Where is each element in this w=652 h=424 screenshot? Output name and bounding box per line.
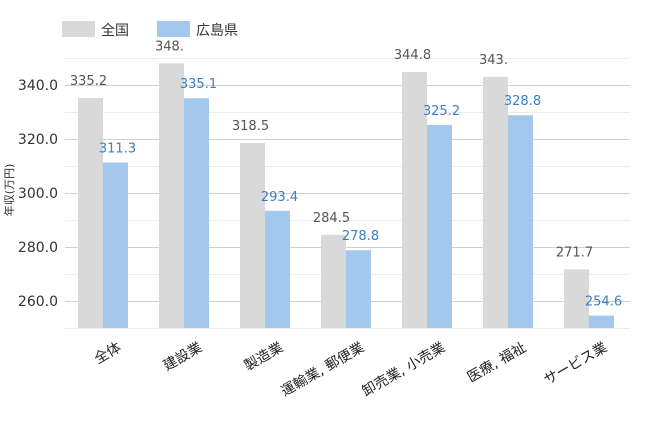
bar [508, 115, 533, 329]
x-category-label: 全体 [91, 339, 124, 368]
bars [78, 63, 614, 329]
data-label: 278.8 [342, 229, 379, 244]
data-label: 328.8 [504, 94, 541, 109]
y-tick-label: 320.0 [18, 132, 58, 148]
bar [346, 250, 371, 328]
x-category-label: サービス業 [541, 340, 610, 389]
legend-swatch-national [62, 21, 95, 37]
data-label: 318.5 [232, 119, 269, 134]
data-label: 335.1 [180, 77, 217, 92]
data-label: 293.4 [261, 190, 298, 205]
data-label: 271.7 [556, 245, 593, 260]
bar [265, 210, 290, 328]
bar [240, 143, 265, 328]
y-tick-label: 260.0 [18, 294, 58, 310]
x-category-label: 運輸業, 郵便業 [279, 340, 367, 400]
bar [402, 72, 427, 328]
data-label: 344.8 [394, 48, 431, 63]
x-category-label: 製造業 [242, 340, 286, 375]
data-label: 343. [479, 53, 508, 68]
bar [184, 98, 209, 328]
legend: 全国 広島県 [62, 21, 238, 39]
x-category-label: 医療, 福祉 [464, 339, 529, 386]
legend-label-hiroshima: 広島県 [196, 23, 238, 39]
data-labels: 335.2 311.3 348. 335.1 318.5 293.4 284.5 278.8 3… [70, 39, 622, 309]
bar [564, 269, 589, 328]
y-tick-label: 300.0 [18, 186, 58, 202]
legend-label-national: 全国 [101, 22, 129, 39]
x-category-label: 卸売業, 小売業 [360, 340, 448, 400]
bar [159, 63, 184, 329]
bar [589, 315, 614, 328]
bar [78, 97, 103, 329]
x-category-label: 建設業 [161, 340, 205, 375]
data-label: 254.6 [585, 295, 622, 310]
data-label: 284.5 [313, 211, 350, 226]
data-label: 311.3 [99, 141, 136, 156]
y-axis-title: 年収(万円) [2, 164, 16, 217]
y-tick-label: 280.0 [18, 240, 58, 256]
bar [483, 76, 508, 329]
data-label: 348. [155, 39, 184, 54]
bar [321, 234, 346, 328]
data-label: 335.2 [70, 74, 107, 89]
data-label: 325.2 [423, 104, 460, 119]
bar [103, 162, 128, 328]
y-axis-ticks: 260.0 280.0 300.0 320.0 340.0 [18, 78, 58, 310]
y-tick-label: 340.0 [18, 78, 58, 94]
legend-swatch-hiroshima [157, 21, 190, 37]
bar [427, 124, 452, 329]
